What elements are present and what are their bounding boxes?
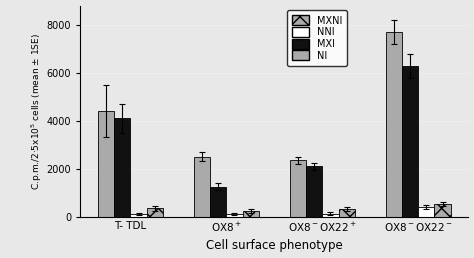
Bar [130,214,146,217]
Bar [290,160,306,217]
Bar [385,32,402,217]
X-axis label: Cell surface phenotype: Cell surface phenotype [206,239,343,252]
Y-axis label: C.p.m./2$·5$x10$^5$ cells (mean ± 1SE): C.p.m./2$·5$x10$^5$ cells (mean ± 1SE) [29,33,44,190]
Bar [435,204,451,217]
Bar [418,207,435,217]
Bar [194,157,210,217]
Bar [243,211,259,217]
Bar [98,111,114,217]
Bar [210,187,226,217]
Bar [322,214,338,217]
Bar [114,118,130,217]
Bar [306,166,322,217]
Legend: MXNI, NNI, MXI, NI: MXNI, NNI, MXI, NI [287,10,347,66]
Bar [146,208,163,217]
Bar [226,214,243,217]
Bar [402,66,418,217]
Bar [338,209,355,217]
